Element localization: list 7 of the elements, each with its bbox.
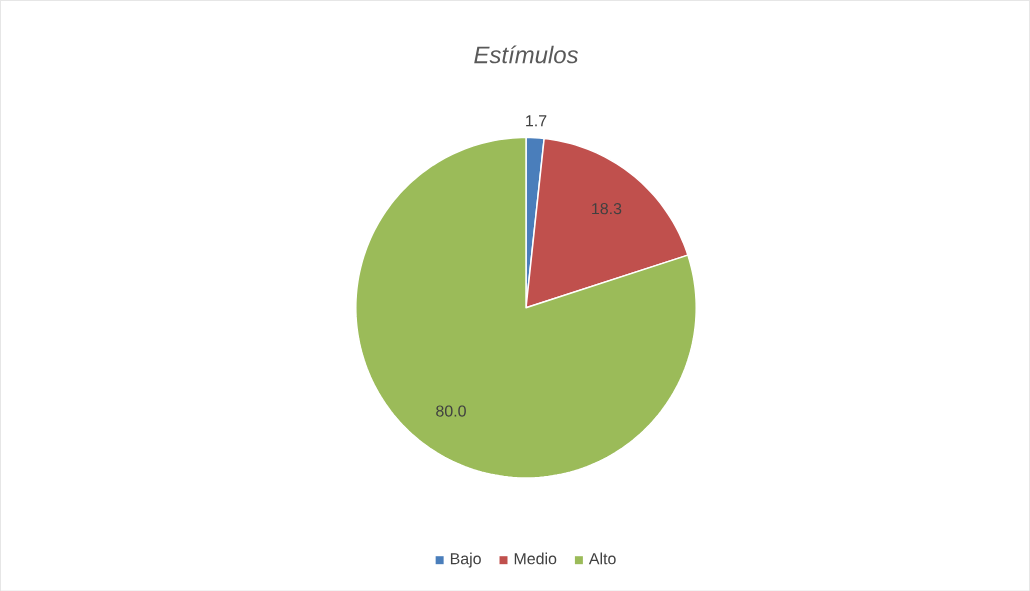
legend-label: Alto [588,552,616,565]
legend-label: Bajo [450,552,481,568]
chart-title: Estímulos [474,45,579,64]
data-label: 80.0 [436,405,466,417]
data-label: 1.7 [526,115,547,127]
data-label: 18.3 [592,202,622,215]
legend-label: Medio [514,552,557,565]
